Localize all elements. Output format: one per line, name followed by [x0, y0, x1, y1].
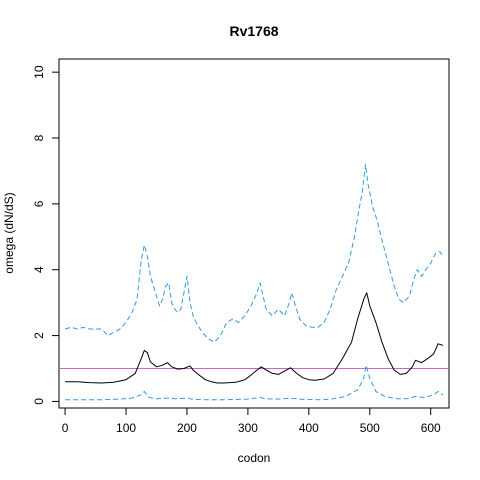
- y-tick-label: 8: [32, 134, 46, 141]
- x-tick-label: 300: [238, 421, 258, 435]
- omega-mean-line: [65, 292, 444, 384]
- y-tick-label: 0: [32, 398, 46, 405]
- x-tick-label: 600: [421, 421, 441, 435]
- y-tick-label: 2: [32, 332, 46, 339]
- x-tick-label: 400: [299, 421, 319, 435]
- omega-lower-bound-line: [65, 364, 444, 401]
- x-axis: 0 100 200 300 400 500 600: [62, 407, 441, 435]
- x-tick-label: 0: [62, 421, 69, 435]
- omega-upper-bound-line: [64, 163, 444, 343]
- plot-frame: [58, 58, 450, 409]
- y-tick-label: 4: [32, 266, 46, 273]
- x-tick-label: 500: [360, 421, 380, 435]
- x-axis-label: codon: [238, 451, 271, 465]
- x-tick-label: 100: [116, 421, 136, 435]
- y-axis: 0 2 4 6 8 10: [32, 65, 60, 405]
- y-tick-label: 10: [32, 65, 46, 79]
- chart-title: Rv1768: [229, 23, 278, 39]
- series-layer: [59, 163, 449, 401]
- y-tick-label: 6: [32, 200, 46, 207]
- x-tick-label: 200: [177, 421, 197, 435]
- y-axis-label: omega (dN/dS): [2, 192, 16, 273]
